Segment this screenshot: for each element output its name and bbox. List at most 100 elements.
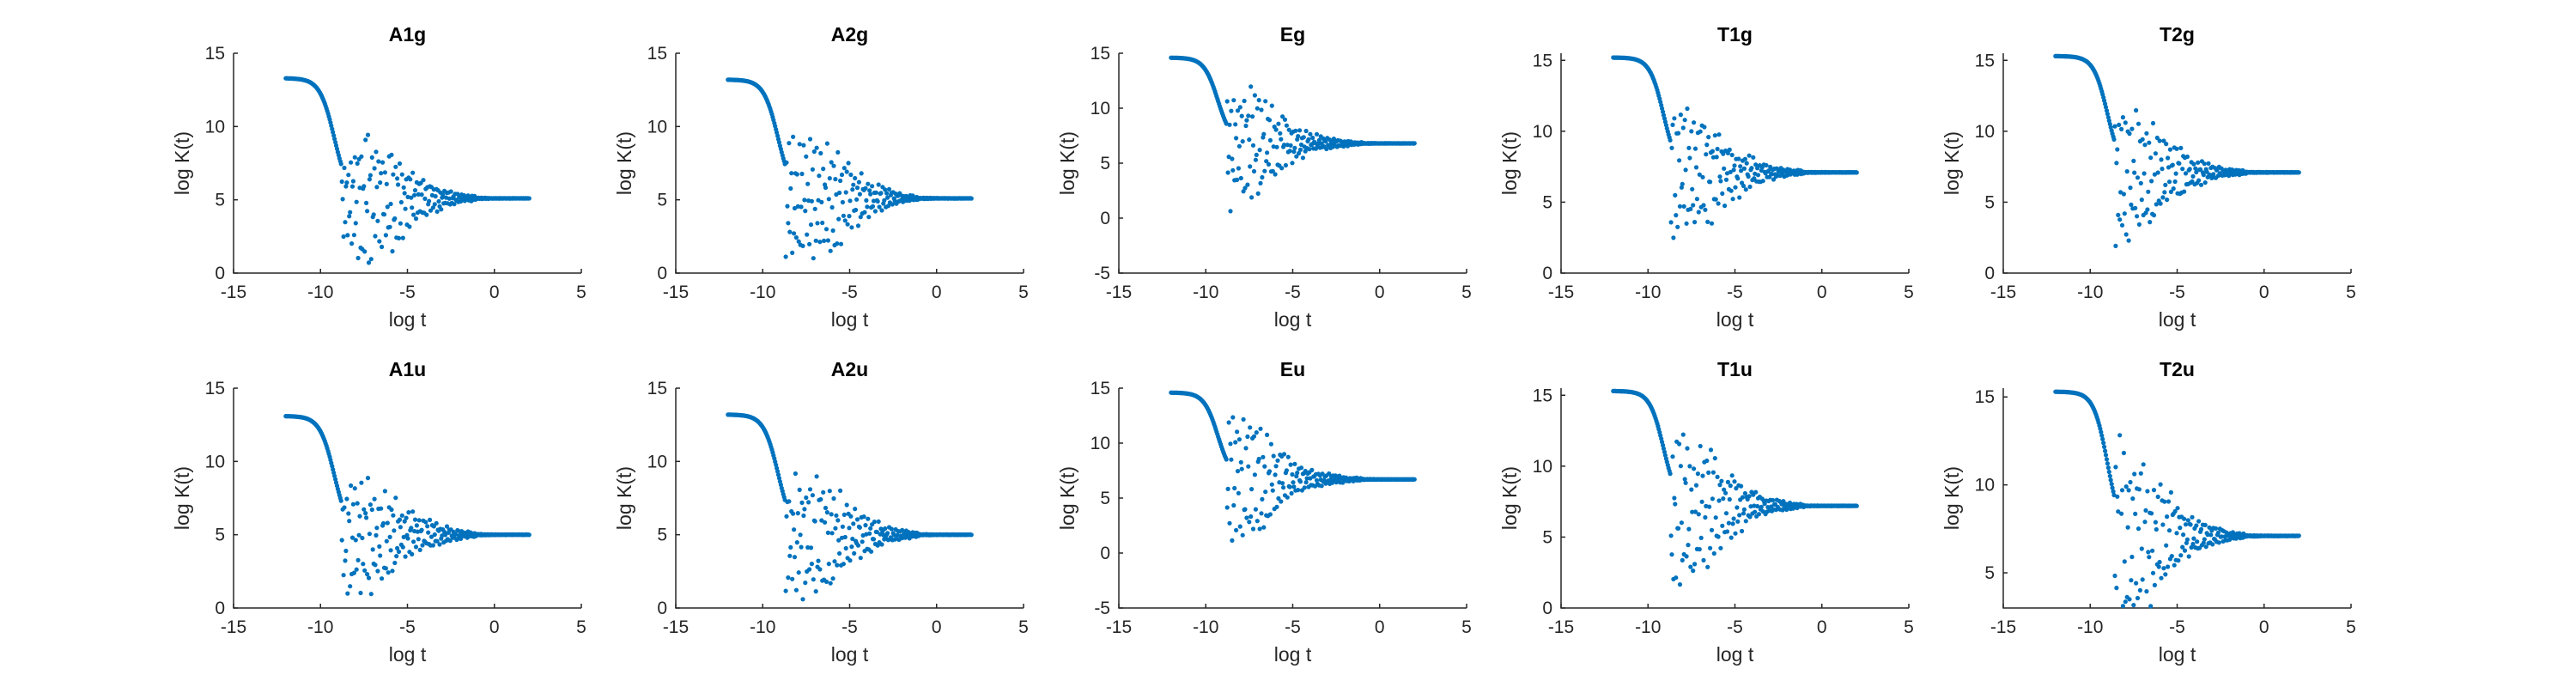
data-point	[2110, 485, 2115, 490]
data-point	[412, 517, 418, 522]
data-point	[1231, 98, 1236, 103]
data-point	[349, 160, 354, 165]
data-point	[846, 161, 851, 166]
data-point	[2119, 511, 2124, 516]
data-point	[434, 209, 440, 214]
data-point	[1242, 507, 1248, 512]
data-point	[1661, 109, 1666, 114]
data-point	[350, 179, 355, 184]
data-point	[354, 567, 359, 572]
data-point	[817, 173, 822, 179]
data-point	[1262, 168, 1267, 173]
data-point	[1727, 147, 1732, 152]
data-point	[2166, 499, 2172, 504]
data-point	[867, 531, 872, 536]
subplot-title: T2g	[2160, 23, 2195, 46]
x-tick-label: 5	[2346, 617, 2356, 637]
y-tick-label: 15	[647, 44, 667, 64]
data-point	[875, 198, 880, 204]
data-point	[1314, 131, 1320, 137]
data-point	[1275, 458, 1280, 463]
data-point	[1281, 452, 1287, 457]
data-point	[428, 534, 434, 539]
data-point	[2099, 429, 2104, 435]
data-point	[1687, 464, 1692, 469]
data-point	[1228, 441, 1233, 447]
data-point	[2174, 146, 2179, 151]
data-point	[838, 241, 844, 246]
data-point	[1276, 121, 1281, 126]
data-point	[2170, 162, 2175, 167]
y-tick-label: 10	[205, 452, 225, 471]
data-point	[2105, 465, 2111, 471]
y-tick-label: 0	[1542, 264, 1552, 283]
data-point	[1269, 482, 1274, 487]
data-point	[365, 209, 370, 214]
data-point	[813, 238, 818, 243]
data-point	[2194, 523, 2199, 528]
data-point	[2107, 473, 2112, 478]
data-point	[1239, 466, 1244, 471]
data-point	[353, 221, 358, 226]
data-point	[2117, 122, 2122, 127]
axis-lines	[233, 53, 581, 274]
data-point	[2158, 482, 2163, 487]
data-point	[425, 524, 430, 529]
data-point	[849, 225, 854, 230]
data-point	[840, 199, 846, 205]
data-point	[2157, 559, 2162, 565]
data-point	[2128, 479, 2133, 485]
data-point	[1726, 520, 1731, 526]
data-point	[786, 575, 791, 581]
x-tick-label: -15	[221, 283, 246, 302]
data-point	[1730, 521, 1735, 526]
data-point	[1743, 187, 1748, 192]
data-point	[2119, 126, 2124, 131]
data-point	[1288, 143, 1293, 148]
data-point	[837, 190, 842, 196]
data-point	[1324, 146, 1329, 152]
data-point	[382, 170, 387, 175]
data-point	[821, 489, 826, 495]
data-point	[2190, 541, 2196, 547]
data-point	[395, 176, 400, 181]
data-point	[803, 581, 808, 586]
data-point	[1274, 504, 1279, 509]
y-axis-label: log K(t)	[171, 466, 193, 530]
x-tick-label: -10	[2077, 283, 2103, 302]
data-point	[1238, 175, 1243, 181]
data-point	[1742, 490, 1747, 496]
data-point	[1728, 483, 1733, 489]
data-point	[1230, 415, 1236, 420]
data-point	[390, 249, 395, 254]
data-point	[838, 178, 843, 184]
data-point	[865, 204, 870, 210]
data-point	[838, 488, 843, 494]
x-axis-label: log t	[389, 308, 427, 331]
data-point	[1267, 118, 1273, 123]
data-point	[1722, 204, 1728, 209]
data-point	[1291, 149, 1297, 155]
data-point	[1243, 446, 1249, 451]
data-point	[844, 502, 849, 508]
data-point	[345, 233, 350, 238]
data-point	[804, 154, 809, 159]
data-point	[885, 531, 890, 536]
data-point	[791, 134, 796, 139]
data-point	[1255, 106, 1260, 111]
data-point	[1236, 166, 1241, 171]
data-point	[362, 249, 368, 254]
y-tick-label: 15	[1975, 51, 1995, 70]
data-point	[413, 544, 419, 550]
data-point	[394, 554, 399, 559]
y-axis-label: log K(t)	[1056, 466, 1078, 530]
data-point	[2155, 494, 2160, 500]
data-point	[1276, 495, 1281, 502]
data-point	[343, 548, 349, 554]
data-point	[369, 507, 374, 513]
data-points	[726, 77, 974, 261]
data-point	[346, 173, 351, 178]
data-point	[380, 576, 385, 581]
data-point	[815, 221, 820, 226]
data-point	[872, 209, 878, 214]
